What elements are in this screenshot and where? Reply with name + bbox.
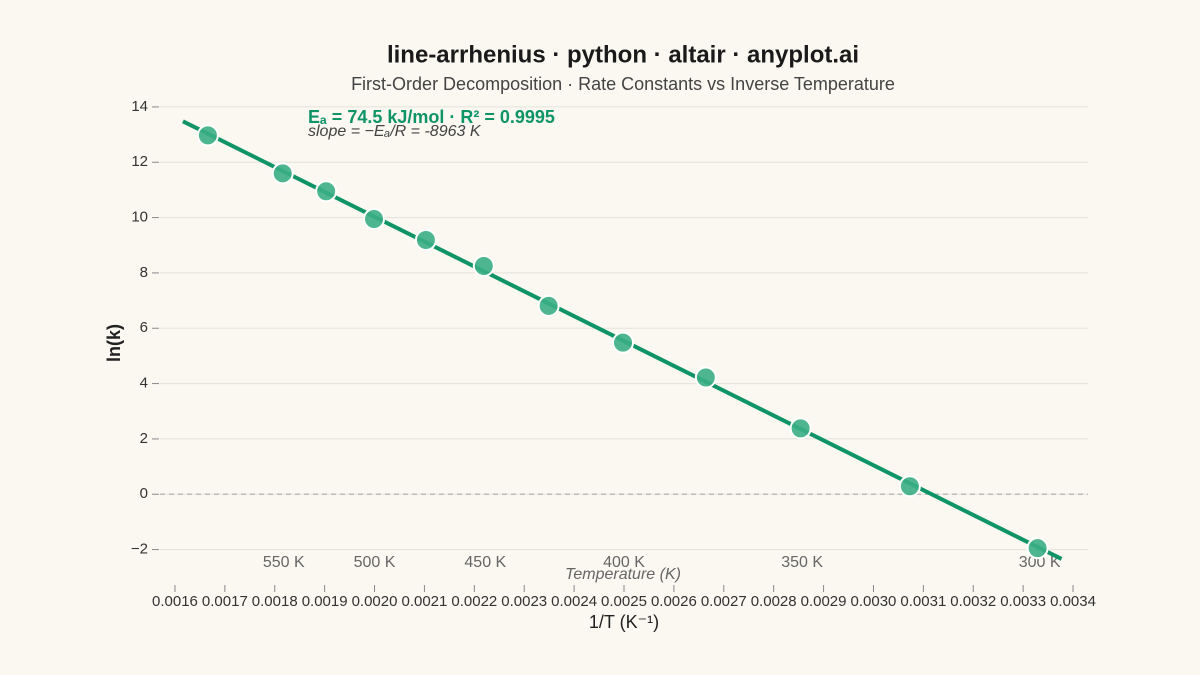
data-point: [472, 254, 495, 277]
secondary-tick-label: 550 K: [263, 554, 305, 571]
x-tick-label: 0.0019: [302, 593, 348, 610]
data-point: [271, 162, 294, 185]
data-point: [196, 124, 219, 147]
data-point: [1026, 537, 1049, 560]
y-tick-label: 4: [140, 375, 148, 392]
data-point: [315, 180, 338, 203]
secondary-tick-label: 400 K: [603, 554, 645, 571]
x-tick-label: 0.0032: [950, 593, 996, 610]
y-tick-label: 12: [131, 153, 148, 170]
data-point: [694, 366, 717, 389]
x-tick-label: 0.0031: [900, 593, 946, 610]
y-tick-label: 0: [140, 485, 148, 502]
secondary-axis-title: Temperature (K): [565, 566, 681, 583]
x-tick-label: 0.0016: [152, 593, 198, 610]
chart-title: line-arrhenius · python · altair · anypl…: [387, 41, 859, 68]
secondary-tick-label: 300 K: [1019, 554, 1061, 571]
annotation: Eₐ = 74.5 kJ/mol · R² = 0.9995: [308, 107, 555, 127]
y-tick-label: 14: [131, 98, 148, 115]
x-tick-label: 0.0030: [851, 593, 897, 610]
x-tick-label: 0.0018: [252, 593, 298, 610]
x-tick-label: 0.0023: [501, 593, 547, 610]
x-tick-label: 0.0020: [352, 593, 398, 610]
data-point: [789, 417, 812, 440]
data-point: [612, 331, 635, 354]
x-tick-label: 0.0024: [551, 593, 597, 610]
x-tick-label: 0.0034: [1050, 593, 1096, 610]
y-tick-label: 2: [140, 430, 148, 447]
x-tick-label: 0.0022: [451, 593, 497, 610]
y-axis-title: ln(k): [104, 324, 124, 362]
secondary-tick-label: 350 K: [781, 554, 823, 571]
data-point: [363, 207, 386, 230]
y-tick-label: −2: [131, 541, 148, 558]
data-point: [537, 294, 560, 317]
x-tick-label: 0.0021: [401, 593, 447, 610]
x-axis-title: 1/T (K⁻¹): [589, 612, 659, 632]
annotation: slope = −Eₐ/R = -8963 K: [308, 123, 482, 140]
data-point: [414, 228, 437, 251]
x-tick-label: 0.0025: [601, 593, 647, 610]
x-tick-label: 0.0026: [651, 593, 697, 610]
chart-subtitle: First-Order Decomposition · Rate Constan…: [351, 74, 895, 94]
data-point: [898, 475, 921, 498]
y-tick-label: 6: [140, 319, 148, 336]
secondary-tick-label: 500 K: [354, 554, 396, 571]
secondary-tick-label: 450 K: [464, 554, 506, 571]
x-tick-label: 0.0028: [751, 593, 797, 610]
x-tick-label: 0.0033: [1000, 593, 1046, 610]
y-tick-label: 8: [140, 264, 148, 281]
y-tick-label: 10: [131, 209, 148, 226]
x-tick-label: 0.0027: [701, 593, 747, 610]
x-tick-label: 0.0017: [202, 593, 248, 610]
x-tick-label: 0.0029: [801, 593, 847, 610]
